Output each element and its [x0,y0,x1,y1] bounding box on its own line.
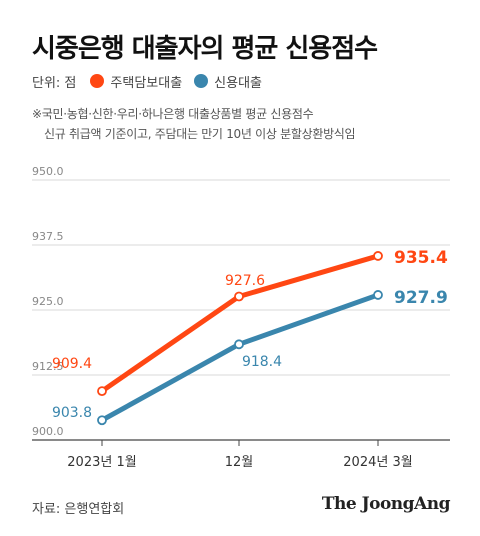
data-point [97,415,107,426]
legend-swatch-mortgage [90,74,105,88]
y-tick-label: 912.5 [32,360,64,373]
data-point [97,386,107,397]
legend-item-credit: 신용대출 [194,72,262,91]
data-point [234,291,244,302]
chart-title: 시중은행 대출자의 평균 신용점수 [32,34,378,64]
y-tick-label: 925.0 [32,295,64,308]
data-point [373,251,383,261]
legend-item-mortgage: 주택담보대출 [90,72,182,91]
data-label: 927.6 [225,273,265,289]
data-label: 909.4 [52,356,92,372]
data-label: 918.4 [242,354,282,370]
line-chart: 900.0 912.5 925.0 937.5 950.0 2023년 1월 12월 2024… [32,165,450,470]
data-label: 935.4 [394,248,448,268]
data-point [234,339,244,350]
x-tick-label: 2024년 3월 [343,455,412,470]
legend-label-mortgage: 주택담보대출 [110,75,183,91]
footnote-line-2: 신규 취급액 기준이고, 주담대는 만기 10년 이상 분할상환방식임 [44,127,356,141]
data-label: 903.8 [52,405,92,421]
y-tick-label: 950.0 [32,165,64,178]
x-tick-label: 2023년 1월 [67,455,136,470]
x-tick-label: 12월 [225,455,254,470]
y-tick-label: 900.0 [32,425,64,438]
legend: 단위: 점 주택담보대출 신용대출 [32,72,274,91]
data-label: 927.9 [394,288,448,308]
brand-logo: The JoongAng [321,494,451,514]
footnote: ※국민·농협·신한·우리·하나은행 대출상품별 평균 신용점수 신규 취급액 기… [32,104,356,144]
source-label: 자료: 은행연합회 [32,502,125,517]
series-line-1 [99,292,381,423]
unit-label: 단위: 점 [32,75,77,91]
data-point [373,290,383,300]
y-tick-label: 937.5 [32,230,64,243]
footnote-line-1: ※국민·농협·신한·우리·하나은행 대출상품별 평균 신용점수 [32,107,314,121]
legend-swatch-credit [194,74,209,88]
legend-label-credit: 신용대출 [214,75,263,91]
